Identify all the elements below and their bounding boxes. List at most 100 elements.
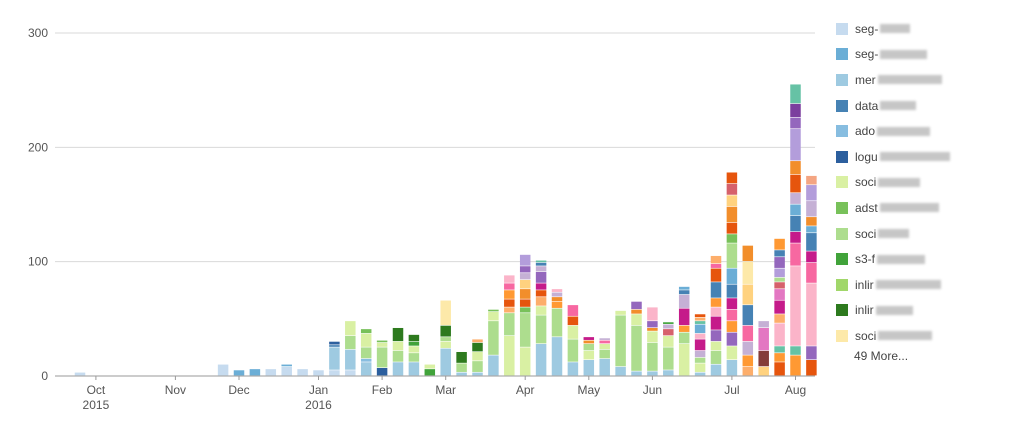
bar-segment [678,290,690,295]
bar-segment [392,362,404,376]
bar-segment [758,327,769,351]
legend-item[interactable]: soci [836,221,1016,247]
legend-swatch [836,329,848,342]
bar-segment [678,308,690,326]
x-tick-label: Feb [372,383,393,397]
legend-item[interactable]: inlir [836,272,1016,298]
legend: seg-seg-mer data ado logu soci adst soci s3-f in… [836,16,1016,363]
legend-item[interactable]: logu [836,144,1016,170]
bar-segment [678,343,690,376]
x-tick-label: May [577,383,600,397]
bar-segment [408,334,420,342]
bar-segment [631,371,642,376]
legend-label: inlir [855,277,874,292]
bar-segment [440,341,451,348]
bar-segment [535,283,547,290]
bar-segment [663,347,674,370]
bar-segment [694,321,706,324]
legend-item[interactable]: inlir [836,298,1016,324]
bar-segment [329,370,340,376]
bar-segment [504,275,515,283]
bar-segment [694,339,706,351]
bar-segment [790,243,801,266]
bar-segment [710,341,722,351]
bar-segment [376,342,388,347]
bar-segment [647,342,658,371]
bar-segment [472,339,483,343]
bar-segment [488,309,499,312]
bar-segment [774,268,785,278]
y-tick-label: 300 [28,26,48,40]
bar-segment [472,342,483,352]
bar-segment [806,346,817,360]
bar-segment [360,333,372,347]
bar-segment [519,279,531,289]
legend-label: inlir [855,303,874,318]
bar-segment [710,307,722,316]
bar-segment [504,283,515,290]
x-tick-sublabel: 2016 [305,398,332,412]
bar-segment [345,335,356,350]
bar-segment [806,251,817,263]
bar-segment [440,300,451,326]
bar-segment [726,346,738,360]
bar-segment [376,340,388,343]
bar-segment [726,359,738,376]
bar-segment [790,231,801,243]
bar-segment [694,333,706,339]
x-tick-sublabel: 2015 [83,398,110,412]
bar-segment [774,346,785,353]
x-tick-label: Jun [643,383,662,397]
legend-item[interactable]: soci [836,323,1016,349]
bar-segment [615,315,626,367]
bar-segment [424,364,436,369]
bar-segment [631,314,642,326]
redacted-text [880,101,917,111]
legend-label: soci [855,328,877,343]
bar-segment [694,350,706,358]
bar-segment [694,324,706,334]
bar-segment [774,238,785,250]
bar-segment [583,350,595,360]
bar-segment [376,367,388,376]
bar-segment [790,129,801,161]
legend-item[interactable]: soci [836,170,1016,196]
bar-segment [345,321,356,336]
bar-segment [567,316,579,326]
bar-segment [710,350,722,364]
bar-segment [329,341,340,345]
legend-item[interactable]: mer [836,67,1016,93]
bar-segment [217,364,229,376]
bar-segment [790,215,801,232]
bar-segment [806,262,817,283]
legend-item[interactable]: seg- [836,42,1016,68]
bar-segment [567,339,579,362]
bar-segment [440,348,451,376]
legend-more-link[interactable]: 49 More... [854,348,909,363]
bar-segment [726,234,738,243]
legend-item[interactable]: data [836,93,1016,119]
bar-segment [519,289,531,299]
legend-item[interactable]: s3-f [836,246,1016,272]
legend-swatch [836,278,848,291]
bar-segment [742,325,754,342]
bar-segment [424,369,436,376]
bar-segment [663,329,674,336]
bar-segment [726,284,738,298]
redacted-text [877,126,931,136]
y-tick-label: 100 [28,255,48,269]
x-tick-label: Nov [165,383,186,397]
bar-segment [392,327,404,342]
redacted-text [879,203,939,213]
bar-segment [583,359,595,376]
bar-segment [758,366,769,376]
legend-item[interactable]: seg- [836,16,1016,42]
bar-segment [678,332,690,344]
legend-label: seg- [855,21,879,36]
legend-item[interactable]: adst [836,195,1016,221]
legend-swatch [836,48,848,61]
bar-segment [519,347,531,376]
legend-item[interactable]: ado [836,118,1016,144]
bar-segment [345,349,356,370]
bar-segment [806,201,817,217]
